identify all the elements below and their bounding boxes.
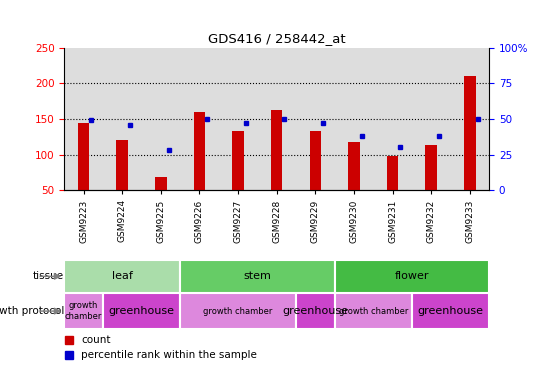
Bar [387,156,399,190]
Bar [116,140,128,190]
Bar [64,260,180,293]
Bar [412,293,489,329]
Bar [155,178,167,190]
Text: greenhouse: greenhouse [418,306,484,316]
Bar [464,76,476,190]
Bar [335,260,489,293]
Text: stem: stem [244,271,271,281]
Text: flower: flower [395,271,429,281]
Bar [64,293,103,329]
Bar [310,131,321,190]
Text: greenhouse: greenhouse [108,306,174,316]
Bar [335,293,412,329]
Bar [425,145,437,190]
Text: growth chamber: growth chamber [203,307,273,315]
Bar [296,293,335,329]
Title: GDS416 / 258442_at: GDS416 / 258442_at [208,32,345,45]
Bar [180,293,296,329]
Bar [193,112,205,190]
Text: tissue: tissue [33,271,64,281]
Bar [180,260,335,293]
Bar [233,131,244,190]
Bar [348,142,360,190]
Text: growth protocol: growth protocol [0,306,64,316]
Bar [78,123,89,190]
Text: greenhouse: greenhouse [282,306,348,316]
Text: leaf: leaf [112,271,132,281]
Text: growth
chamber: growth chamber [65,301,102,321]
Text: growth chamber: growth chamber [339,307,408,315]
Bar [103,293,180,329]
Bar [271,110,282,190]
Text: count: count [81,335,111,346]
Text: percentile rank within the sample: percentile rank within the sample [81,350,257,360]
